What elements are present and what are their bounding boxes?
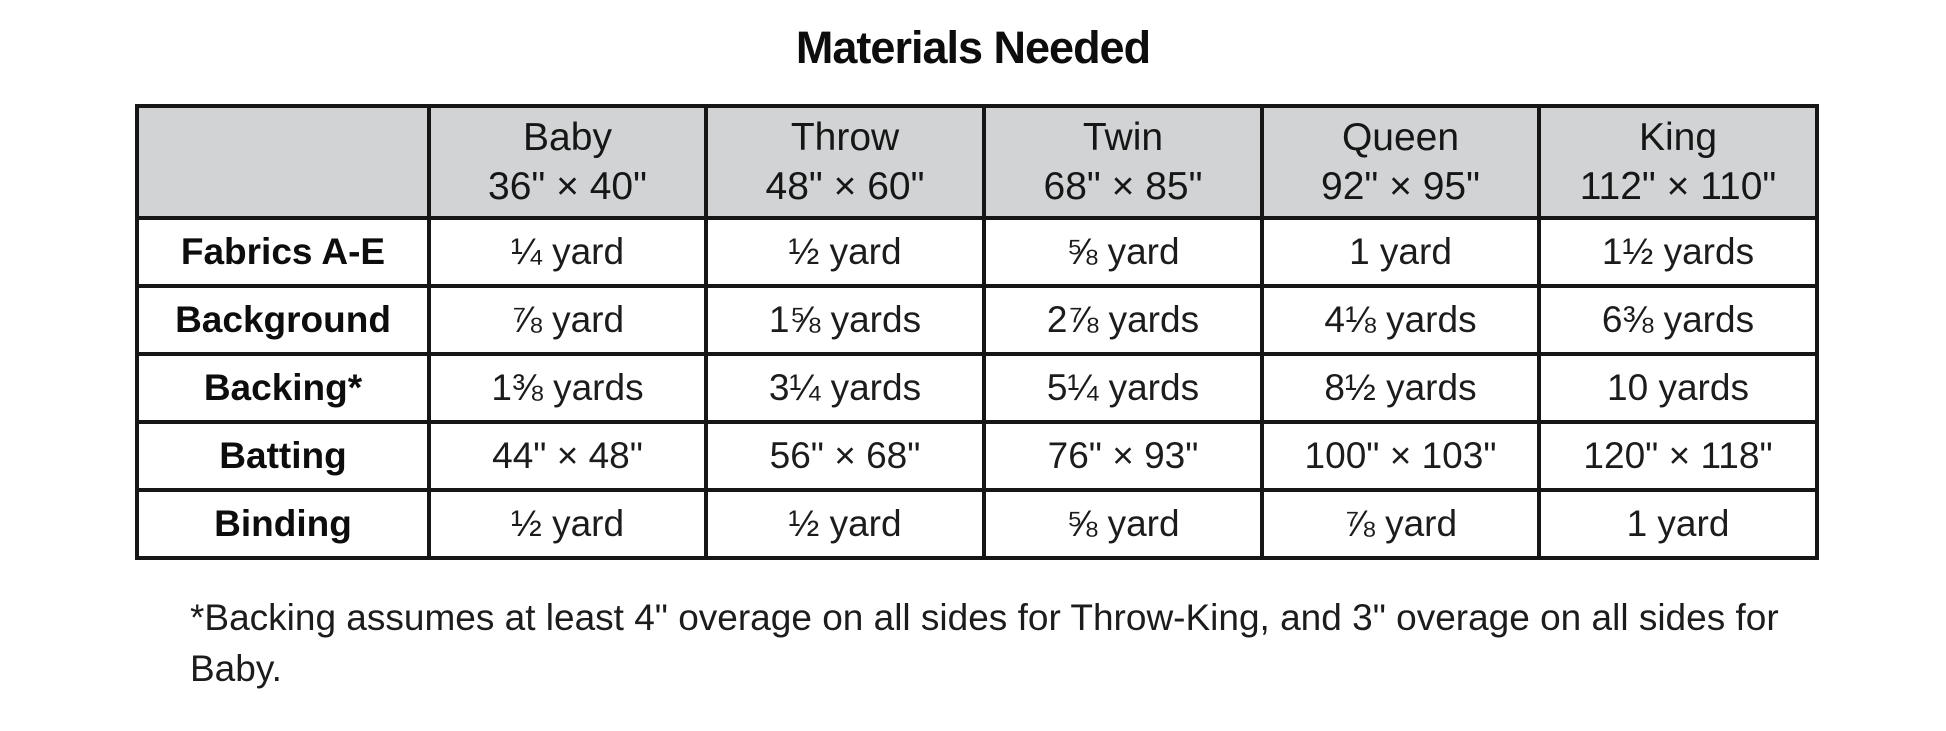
backing-footnote: *Backing assumes at least 4" overage on … [190,597,1779,689]
column-size: 68" × 85" [1043,165,1203,208]
table-cell: 1⅜ yards [427,352,708,424]
table-row-background: Background ⅞ yard 1⅝ yards 2⅞ yards 4⅛ y… [135,284,1819,356]
table-cell: ⅞ yard [427,284,708,356]
column-size: 112" × 110" [1579,165,1777,208]
table-cell: ½ yard [427,488,708,560]
header-row: Baby 36" × 40" Throw 48" × 60" Twin 68" … [135,104,1819,220]
table-cell: ⅝ yard [982,216,1264,288]
page-title: Materials Needed [795,22,1151,73]
table-cell: 56" × 68" [704,420,986,492]
column-size: 92" × 95" [1321,165,1480,208]
table-cell: 1⅝ yards [704,284,986,356]
table-cell: 1½ yards [1537,216,1819,288]
table-cell: ⅞ yard [1260,488,1541,560]
column-header-throw: Throw 48" × 60" [704,104,986,220]
table-cell: 3¼ yards [704,352,986,424]
column-header-baby: Baby 36" × 40" [427,104,708,220]
table-cell: 1 yard [1260,216,1541,288]
table-cell: 2⅞ yards [982,284,1264,356]
materials-table: Baby 36" × 40" Throw 48" × 60" Twin 68" … [135,104,1819,560]
table-cell: 120" × 118" [1537,420,1819,492]
table-cell: 100" × 103" [1260,420,1541,492]
column-title: Throw [790,116,900,159]
table-cell: 76" × 93" [982,420,1264,492]
corner-cell [135,104,431,220]
column-size: 48" × 60" [765,165,925,208]
table-cell: ¼ yard [427,216,708,288]
column-title: Baby [523,116,612,159]
table-cell: ½ yard [704,488,986,560]
row-label-background: Background [135,284,431,356]
row-label-binding: Binding [135,488,431,560]
row-label-batting: Batting [135,420,431,492]
table-cell: 4⅛ yards [1260,284,1541,356]
table-row-batting: Batting 44" × 48" 56" × 68" 76" × 93" 10… [135,420,1819,492]
column-title: King [1638,116,1718,159]
table-cell: ⅝ yard [982,488,1264,560]
column-header-king: King 112" × 110" [1537,104,1819,220]
column-header-twin: Twin 68" × 85" [982,104,1264,220]
column-header-queen: Queen 92" × 95" [1260,104,1541,220]
table-row-binding: Binding ½ yard ½ yard ⅝ yard ⅞ yard 1 ya… [135,488,1819,560]
table-cell: 6⅜ yards [1537,284,1819,356]
table-cell: 10 yards [1537,352,1819,424]
table-row-fabrics: Fabrics A-E ¼ yard ½ yard ⅝ yard 1 yard … [135,216,1819,288]
column-title: Twin [1082,116,1164,159]
row-label-backing: Backing* [135,352,431,424]
table-row-backing: Backing* 1⅜ yards 3¼ yards 5¼ yards 8½ y… [135,352,1819,424]
table-cell: 8½ yards [1260,352,1541,424]
table-cell: ½ yard [704,216,986,288]
column-title: Queen [1341,116,1460,159]
table-cell: 1 yard [1537,488,1819,560]
table-cell: 5¼ yards [982,352,1264,424]
row-label-fabrics: Fabrics A-E [135,216,431,288]
table-cell: 44" × 48" [427,420,708,492]
column-size: 36" × 40" [488,165,647,208]
